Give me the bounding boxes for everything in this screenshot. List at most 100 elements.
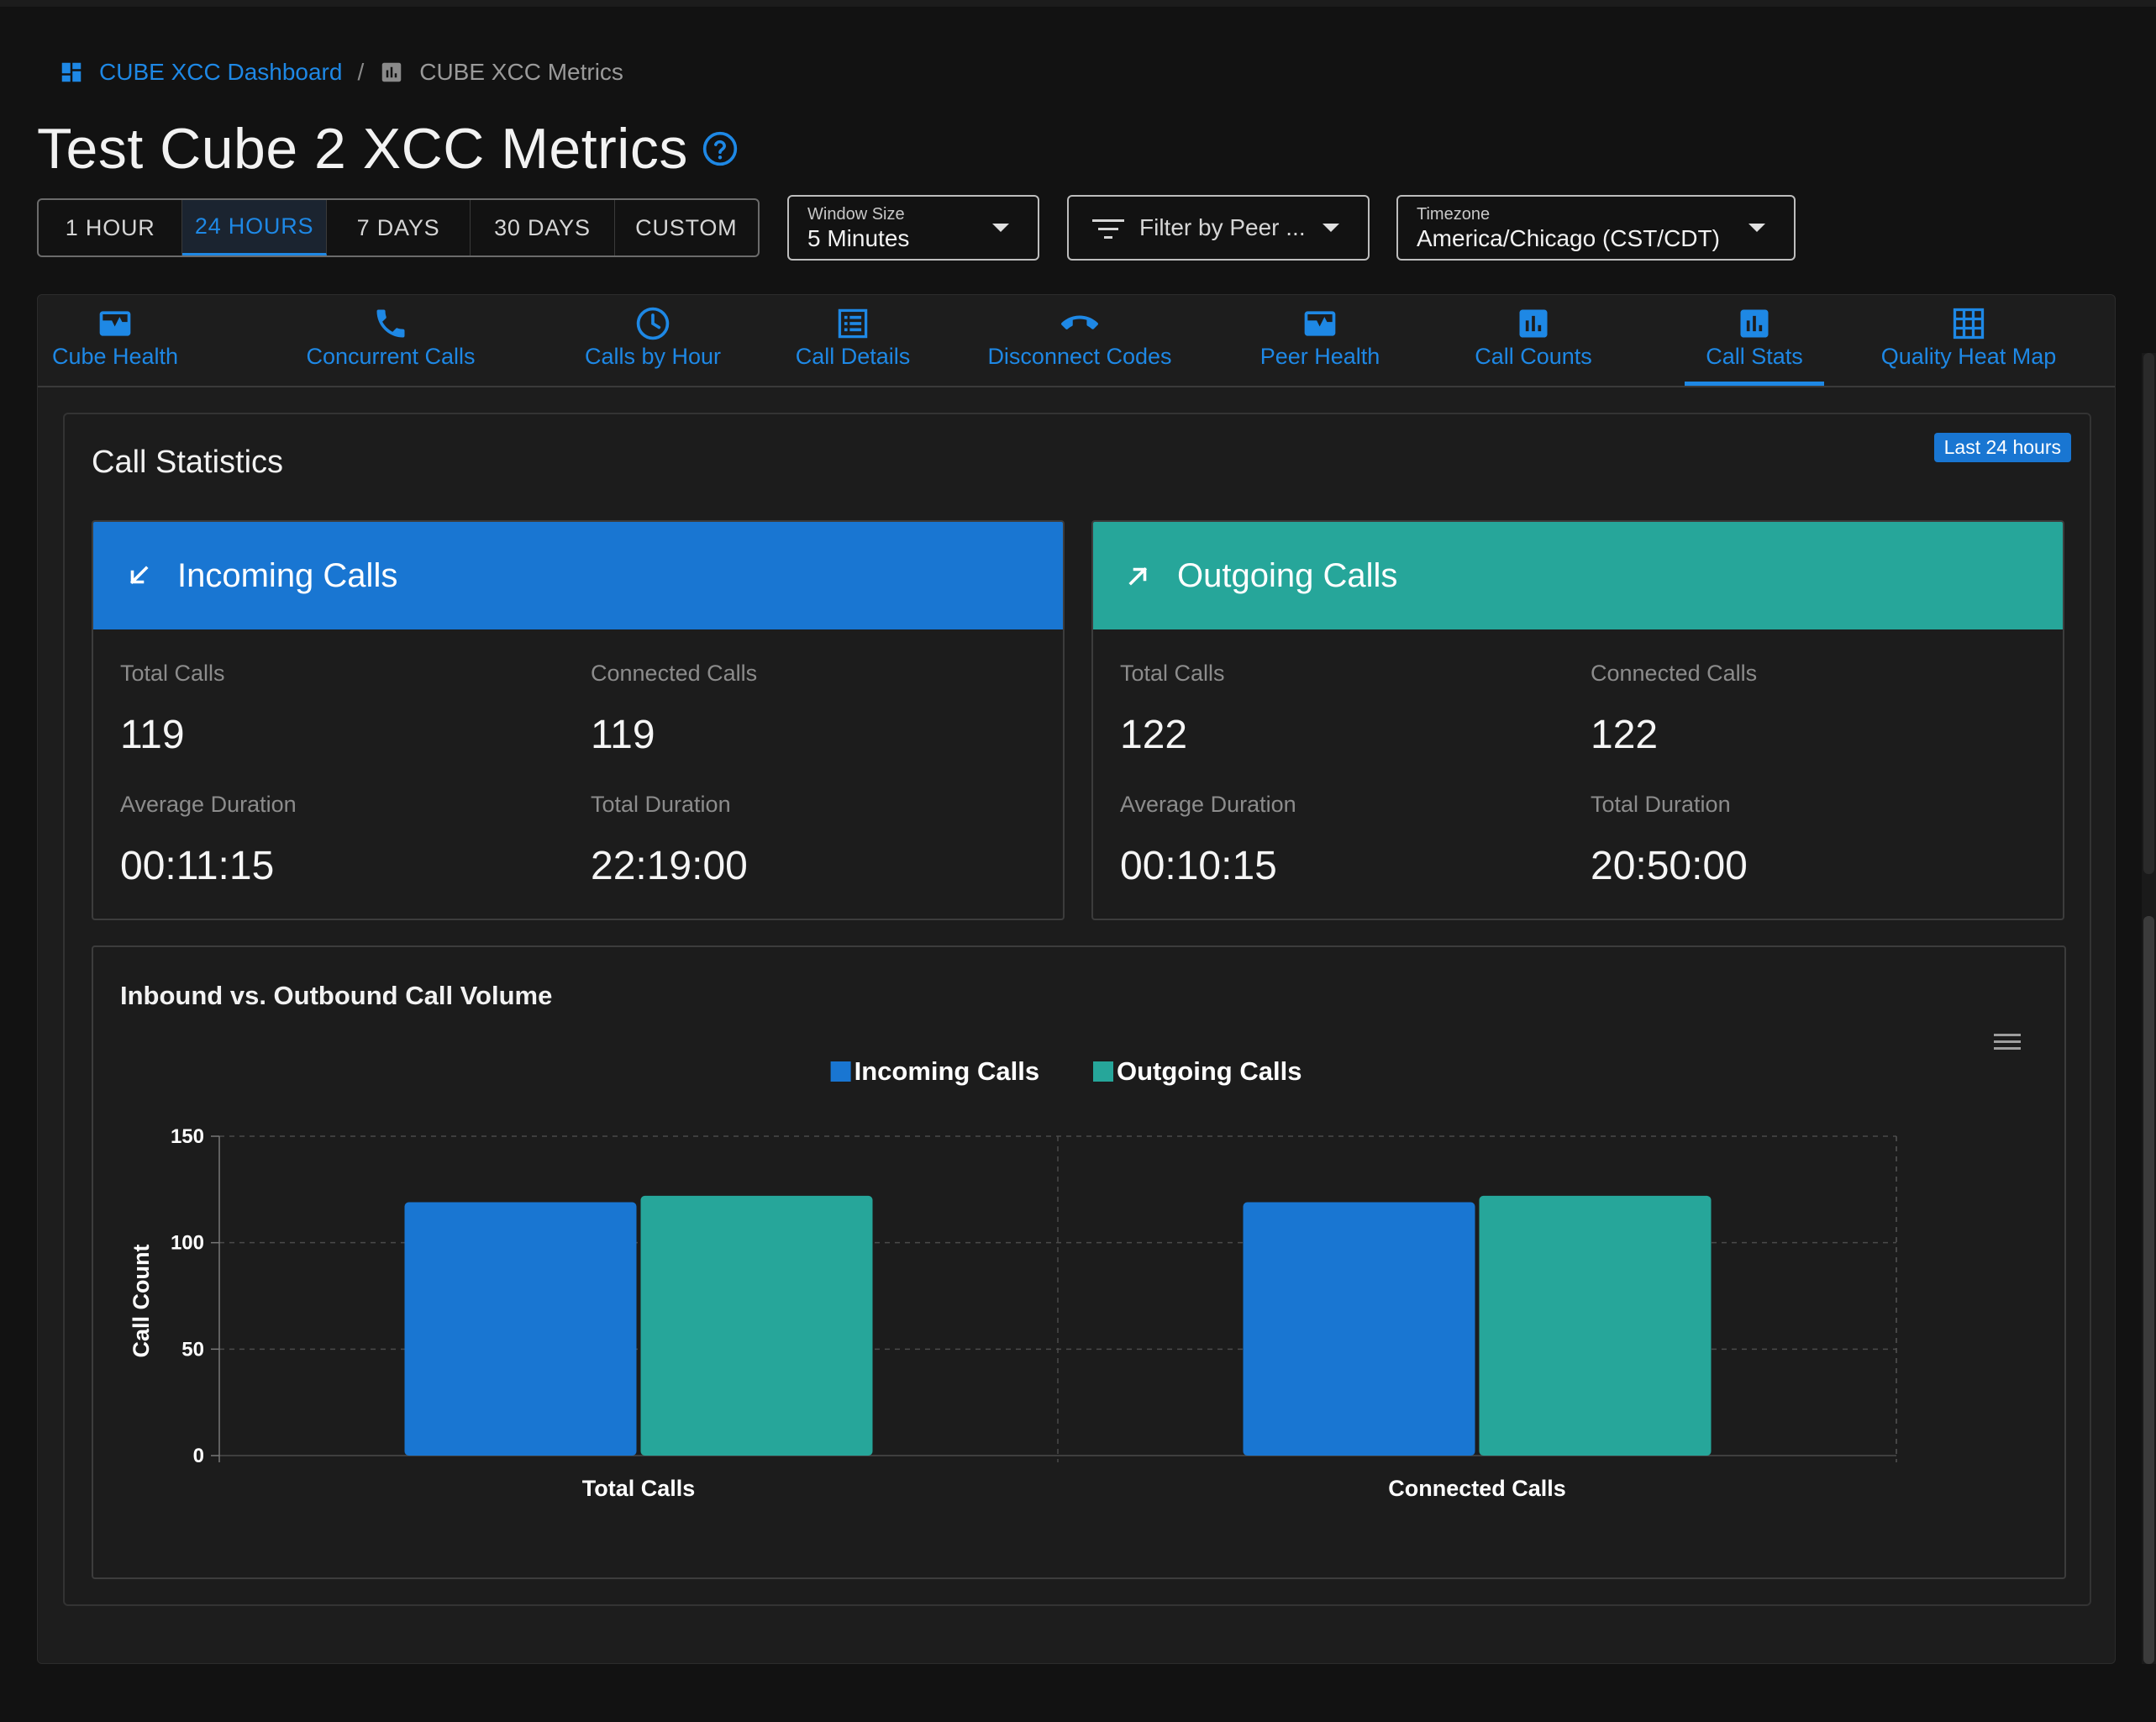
stat-label: Total Duration [1591,792,1731,817]
y-tick-label: 50 [181,1338,204,1361]
arrow-up-right-icon [1123,561,1154,591]
scrollbar-thumb[interactable] [2143,916,2154,1664]
call-volume-chart-card: Inbound vs. Outbound Call Volume 0 50 100 1… [92,945,2066,1579]
tab-peer-health[interactable]: Peer Health [1253,305,1387,386]
x-tick-label: Connected Calls [1388,1476,1566,1501]
stat-value: 22:19:00 [591,844,748,888]
range-7-days-button[interactable]: 7 DAYS [327,200,471,255]
bar-outgoing-calls [1479,1195,1712,1456]
tab-calls-by-hour[interactable]: Calls by Hour [544,305,762,386]
tab-quality-heat-map[interactable]: Quality Heat Map [1876,305,2061,386]
breadcrumb: CUBE XCC Dashboard / CUBE XCC Metrics [59,55,623,89]
incoming-calls-header: Incoming Calls [93,522,1063,629]
tab-label: Disconnect Codes [987,344,1172,369]
y-tick-label: 150 [171,1125,204,1148]
grid-icon [1950,305,1987,342]
bar-incoming-calls [404,1202,637,1456]
filter-icon [1092,217,1124,242]
stat-value: 20:50:00 [1591,844,1748,888]
tab-label: Peer Health [1259,344,1380,369]
help-icon[interactable] [702,130,739,167]
stat-label: Total Calls [1120,661,1225,686]
top-strip [0,0,2156,7]
outgoing-total-duration: Total Duration 20:50:00 [1591,792,1748,889]
bar-chart-icon [1736,305,1773,342]
tab-call-details[interactable]: Call Details [760,305,945,386]
breadcrumb-dashboard-link[interactable]: CUBE XCC Dashboard [59,59,342,86]
bar-incoming-calls [1243,1202,1475,1456]
tab-concurrent-calls[interactable]: Concurrent Calls [281,305,500,386]
chart-menu-icon[interactable] [1992,1030,2022,1055]
stat-label: Connected Calls [591,661,758,686]
chevron-down-icon [1748,224,1765,232]
stat-label: Total Calls [120,661,225,686]
legend-swatch [1093,1061,1113,1082]
y-tick-label: 0 [193,1445,204,1467]
tab-label: Call Details [795,344,911,369]
incoming-calls-title: Incoming Calls [177,556,398,594]
range-30-days-button[interactable]: 30 DAYS [471,200,615,255]
breadcrumb-dashboard-label: CUBE XCC Dashboard [99,59,343,85]
tab-label: Quality Heat Map [1880,344,2057,369]
range-custom-button[interactable]: CUSTOM [635,214,738,240]
timezone-select[interactable]: Timezone America/Chicago (CST/CDT) [1396,195,1796,261]
range-1-hour-button[interactable]: 1 HOUR [39,200,183,255]
tab-label: Calls by Hour [584,344,722,369]
chevron-down-icon [992,224,1009,232]
tab-label: Call Stats [1706,344,1803,369]
call-end-icon [1061,305,1098,342]
incoming-connected-calls: Connected Calls 119 [591,661,757,758]
tab-call-counts[interactable]: Call Counts [1466,305,1601,386]
tab-label: Call Counts [1475,344,1592,369]
stat-value: 00:11:15 [120,844,275,888]
tab-label: Concurrent Calls [306,344,476,369]
dashboard-icon [59,60,84,85]
legend-label: Incoming Calls [855,1056,1039,1086]
tab-disconnect-codes[interactable]: Disconnect Codes [979,305,1181,386]
arrow-down-left-icon [124,561,154,591]
y-axis-label: Call Count [129,1245,154,1358]
time-range-badge: Last 24 hours [1933,433,2071,462]
incoming-average-duration: Average Duration 00:11:15 [120,792,297,889]
call-statistics-card: Call Statistics Last 24 hours Incoming C… [63,413,2091,1606]
breadcrumb-current-label: CUBE XCC Metrics [419,59,623,85]
timezone-label: Timezone [1417,205,1491,224]
peer-filter-select[interactable]: Filter by Peer ... [1067,195,1370,261]
stat-value: 122 [1120,713,1188,757]
window-size-value: 5 Minutes [807,225,910,251]
incoming-calls-panel: Incoming Calls Total Calls 119 Connected… [92,520,1065,920]
stat-label: Total Duration [591,792,731,817]
outgoing-total-calls: Total Calls 122 [1120,661,1225,758]
outgoing-calls-header: Outgoing Calls [1093,522,2063,629]
page-title-row: Test Cube 2 XCC Metrics [37,111,739,187]
chart-title: Inbound vs. Outbound Call Volume [120,981,553,1010]
incoming-total-duration: Total Duration 22:19:00 [591,792,748,889]
x-tick-label: Total Calls [582,1476,696,1501]
chevron-down-icon [1323,224,1339,232]
stat-value: 119 [591,713,655,757]
outgoing-average-duration: Average Duration 00:10:15 [1120,792,1296,889]
y-tick-label: 100 [171,1232,204,1255]
outgoing-connected-calls: Connected Calls 122 [1591,661,1757,758]
page-title: Test Cube 2 XCC Metrics [37,117,688,181]
incoming-total-calls: Total Calls 119 [120,661,225,758]
time-range-toggle: 1 HOUR 24 HOURS 7 DAYS 30 DAYS CUSTOM [37,198,760,257]
peer-filter-placeholder: Filter by Peer ... [1139,214,1306,240]
stat-value: 119 [120,713,185,757]
window-size-select[interactable]: Window Size 5 Minutes [787,195,1039,261]
tab-cube-health[interactable]: Cube Health [52,305,178,386]
tab-label: Cube Health [51,344,179,369]
metrics-icon [379,60,404,85]
legend-label: Outgoing Calls [1117,1056,1301,1086]
metrics-panel: Cube Health Concurrent Calls Calls by Ho… [37,294,2116,1664]
timezone-value: America/Chicago (CST/CDT) [1417,225,1720,251]
call-volume-chart: 0 50 100 150 Total Calls Connected Calls Call … [129,1056,1897,1501]
metrics-tabs: Cube Health Concurrent Calls Calls by Ho… [38,295,2115,387]
bar-outgoing-calls [640,1195,873,1456]
range-24-hours-button[interactable]: 24 HOURS [182,200,327,255]
outgoing-calls-panel: Outgoing Calls Total Calls 122 Connected… [1091,520,2064,920]
tab-call-stats[interactable]: Call Stats [1685,305,1824,386]
list-icon [834,305,871,342]
outgoing-calls-title: Outgoing Calls [1177,556,1398,594]
scrollbar-upper-region [2143,353,2154,874]
